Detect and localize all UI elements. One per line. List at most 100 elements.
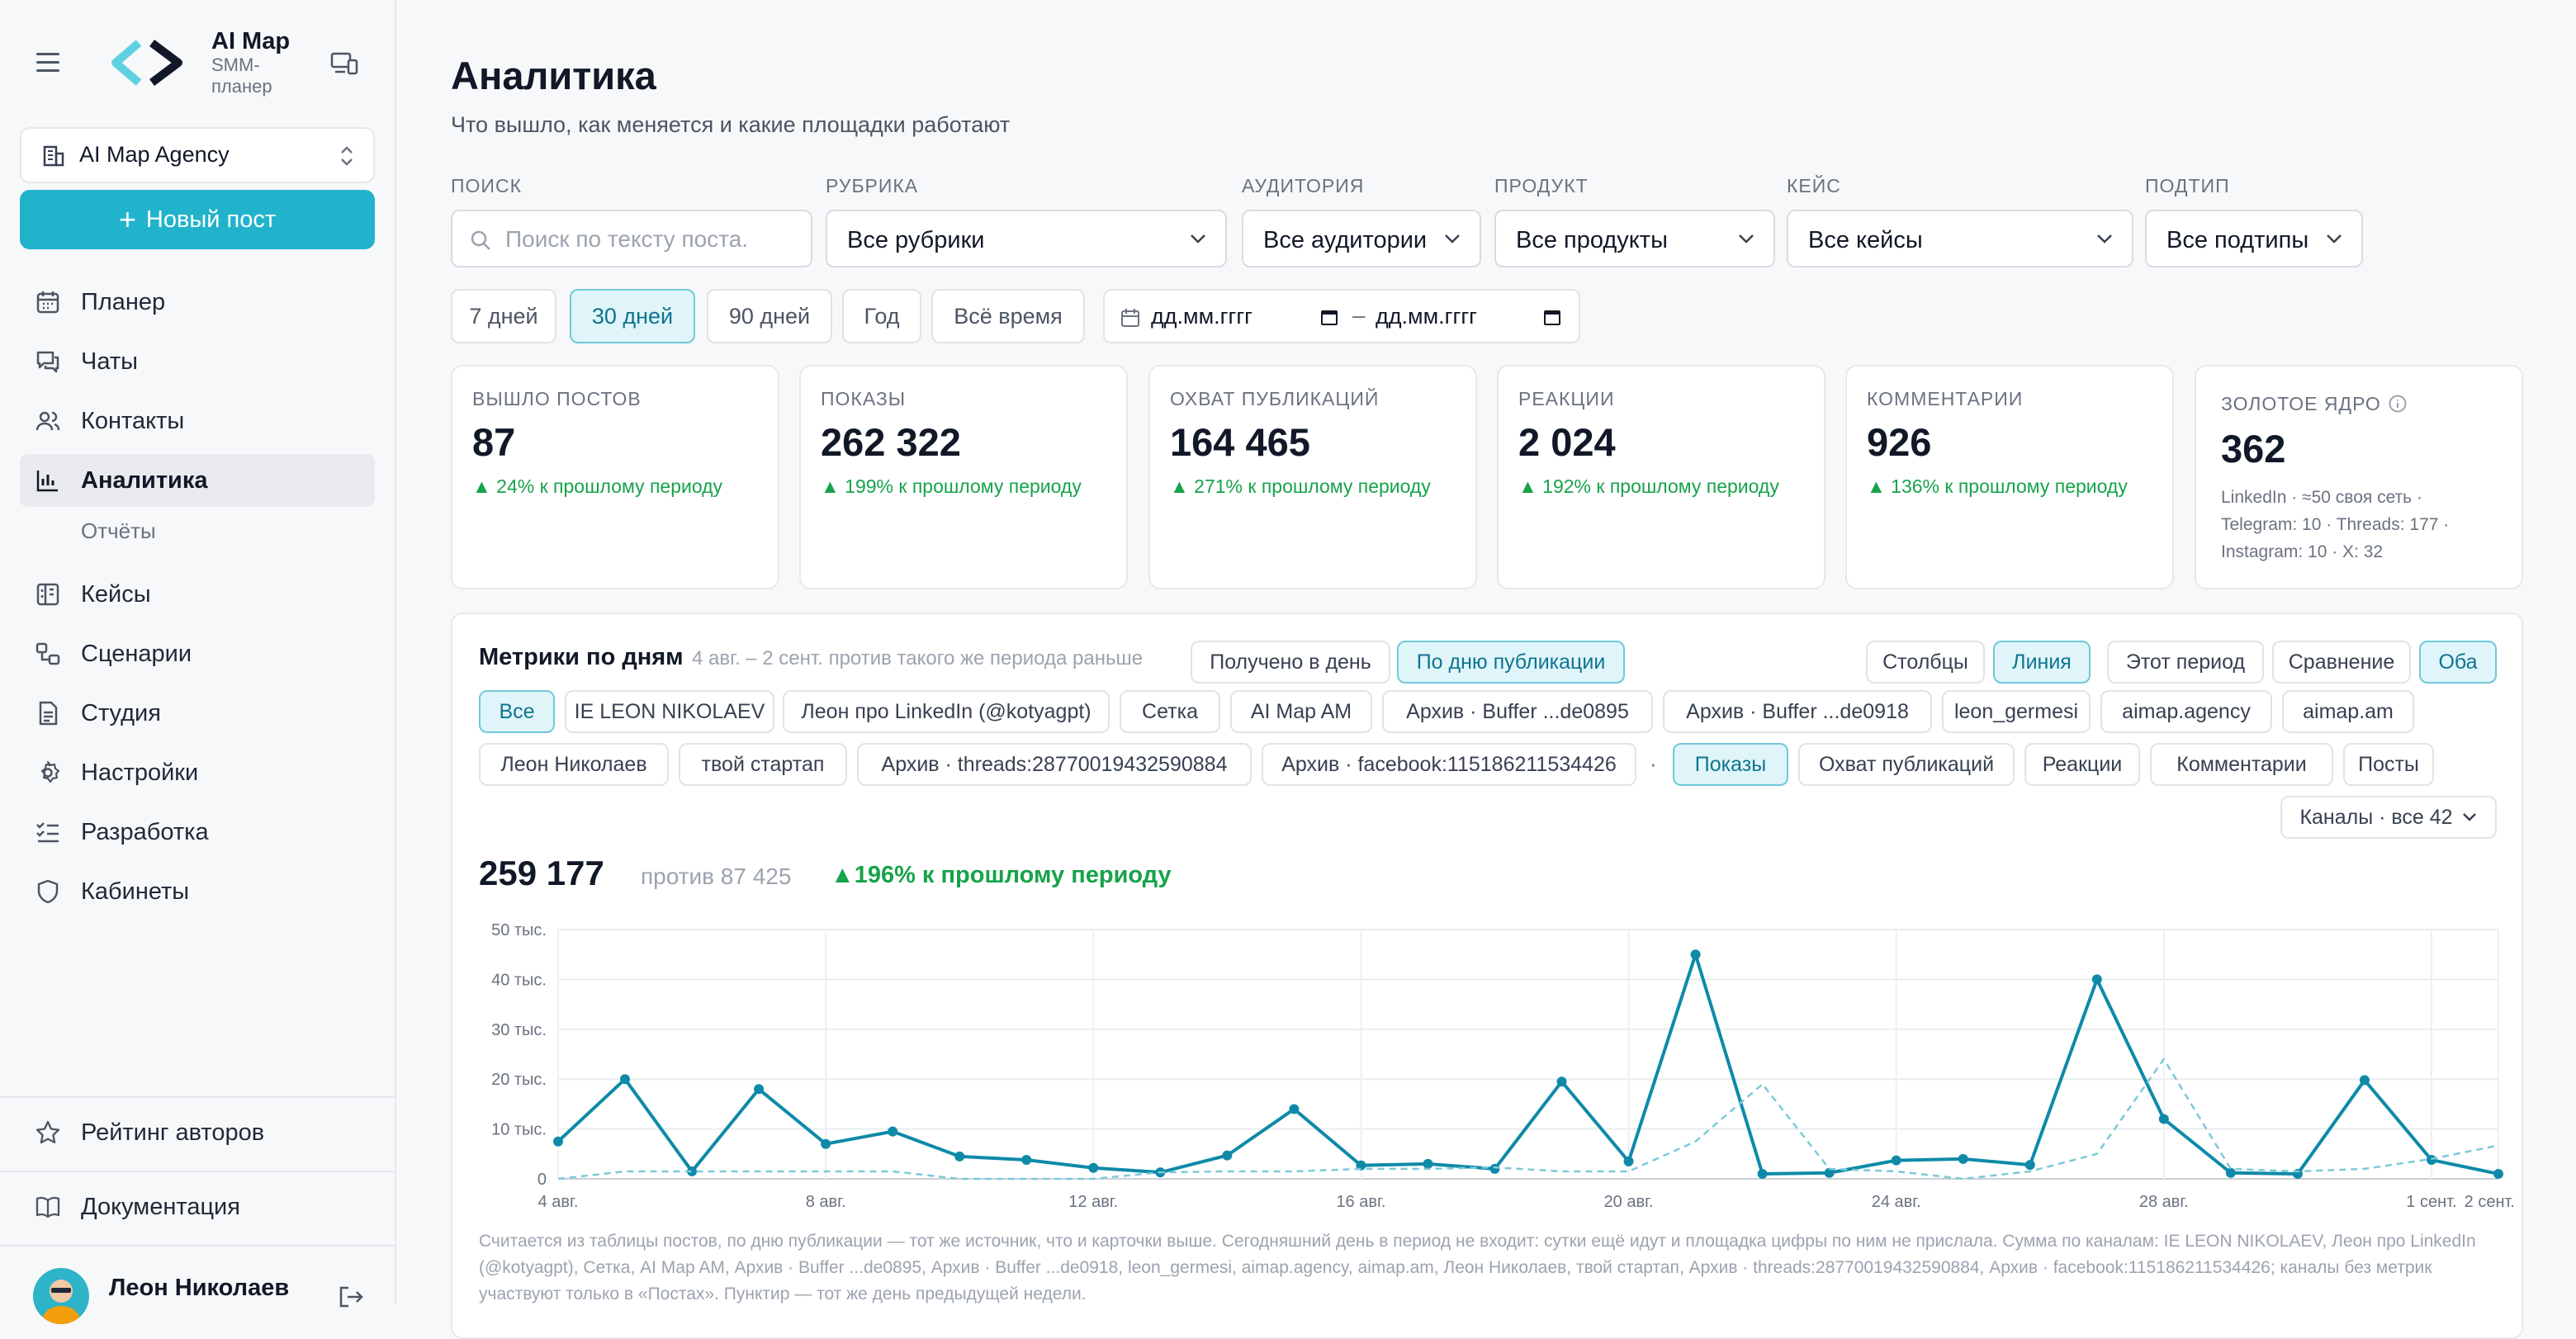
search-input[interactable] (504, 223, 751, 256)
devices-icon[interactable] (330, 51, 358, 76)
new-post-button[interactable]: + Новый пост (20, 190, 375, 249)
sidebar-item-label: Планер (81, 289, 166, 315)
data-point (1556, 1076, 1567, 1087)
golden-breakdown: LinkedIn · ≈50 своя сеть · Telegram: 10 … (2221, 484, 2502, 565)
sidebar-item-cabinets[interactable]: Кабинеты (20, 865, 375, 918)
sidebar-item-label: Рейтинг авторов (81, 1119, 265, 1146)
sidebar: AI Map SMM-планер AI Map Agency + Новый … (0, 0, 396, 1324)
search-field[interactable] (451, 210, 812, 267)
metric-tab-posts[interactable]: Посты (2343, 743, 2434, 786)
sidebar-item-analytics[interactable]: Аналитика (20, 454, 375, 507)
kpi-value: 362 (2221, 427, 2286, 471)
range-year[interactable]: Год (842, 289, 921, 343)
metric-tab-impressions[interactable]: Показы (1673, 743, 1788, 786)
data-point (1690, 949, 1701, 960)
data-point (754, 1084, 765, 1095)
case-value: Все кейсы (1808, 227, 1923, 253)
page-subtitle: Что вышло, как меняется и какие площадки… (451, 112, 1011, 137)
kpi-card-golden-core: ЗОЛОТОЕ ЯДРО 362 LinkedIn · ≈50 своя сет… (2195, 365, 2523, 589)
channel-chip[interactable]: leon_germesi (1942, 690, 2091, 733)
channel-chip[interactable]: IE LEON NIKOLAEV (565, 690, 774, 733)
brand-title: AI Map (211, 28, 291, 54)
avatar[interactable] (33, 1268, 89, 1324)
sidebar-item-contacts[interactable]: Контакты (20, 395, 375, 447)
shield-icon (37, 879, 59, 904)
golden-line: LinkedIn · ≈50 своя сеть · (2221, 488, 2422, 507)
date-to-input[interactable]: дд.мм.гггг (1376, 304, 1478, 329)
menu-icon[interactable] (33, 50, 63, 76)
tab-both[interactable]: Оба (2419, 641, 2497, 684)
channel-chip[interactable]: AI Map AM (1230, 690, 1372, 733)
chevron-updown-icon (341, 146, 353, 166)
date-from-input[interactable]: дд.мм.гггг (1151, 304, 1253, 329)
sidebar-item-studio[interactable]: Студия (20, 687, 375, 740)
channel-chip[interactable]: Архив · Buffer ...de0918 (1663, 690, 1932, 733)
subtype-select[interactable]: Все подтипы (2145, 210, 2363, 267)
calendar-icon[interactable] (1542, 307, 1562, 327)
channels-dropdown[interactable]: Каналы · все 42 (2280, 796, 2497, 839)
tab-by-publish-day[interactable]: По дню публикации (1397, 641, 1625, 684)
tab-compare[interactable]: Сравнение (2272, 641, 2411, 684)
kpi-delta: ▲ 136% к прошлому периоду (1867, 476, 2128, 497)
channel-chip[interactable]: Архив · Buffer ...de0895 (1382, 690, 1653, 733)
data-point (2225, 1167, 2236, 1178)
range-7-days[interactable]: 7 дней (451, 289, 556, 343)
metric-tab-comments[interactable]: Комментарии (2150, 743, 2333, 786)
sidebar-divider (0, 1171, 395, 1172)
kpi-value: 926 (1867, 420, 1932, 464)
sidebar-item-docs[interactable]: Документация (20, 1180, 375, 1233)
sidebar-item-scenarios[interactable]: Сценарии (20, 627, 375, 680)
chevron-down-icon (1445, 234, 1460, 244)
kpi-value: 2 024 (1518, 420, 1616, 464)
metric-tab-reactions[interactable]: Реакции (2024, 743, 2140, 786)
x-tick-label: 8 авг. (806, 1193, 846, 1211)
channel-chip[interactable]: твой стартап (679, 743, 847, 786)
kpi-label: КОММЕНТАРИИ (1867, 388, 2024, 409)
sidebar-item-label: Чаты (81, 348, 138, 375)
data-point (1356, 1160, 1366, 1171)
filter-label-case: КЕЙС (1787, 175, 1841, 196)
metric-tab-reach[interactable]: Охват публикаций (1798, 743, 2015, 786)
channel-chip[interactable]: Леон Николаев (479, 743, 669, 786)
sidebar-subitem-reports[interactable]: Отчёты (81, 518, 156, 543)
kpi-delta: ▲ 192% к прошлому периоду (1518, 476, 1779, 497)
sidebar-item-label: Кейсы (81, 581, 151, 608)
rubric-select[interactable]: Все рубрики (826, 210, 1227, 267)
range-30-days[interactable]: 30 дней (570, 289, 695, 343)
sidebar-item-planner[interactable]: Планер (20, 276, 375, 329)
tab-bars[interactable]: Столбцы (1866, 641, 1985, 684)
tab-this-period[interactable]: Этот период (2107, 641, 2264, 684)
tab-line[interactable]: Линия (1993, 641, 2091, 684)
info-icon[interactable] (2388, 394, 2408, 414)
channel-chip[interactable]: aimap.am (2282, 690, 2414, 733)
sidebar-item-label: Документация (81, 1194, 240, 1220)
y-tick-label: 40 тыс. (491, 971, 547, 989)
channel-chip[interactable]: Архив · facebook:115186211534426 (1262, 743, 1636, 786)
channel-chip[interactable]: aimap.agency (2100, 690, 2272, 733)
sidebar-item-author-rating[interactable]: Рейтинг авторов (20, 1106, 375, 1159)
kpi-label: ЗОЛОТОЕ ЯДРО (2221, 393, 2408, 415)
case-select[interactable]: Все кейсы (1787, 210, 2133, 267)
channel-chip[interactable]: Архив · threads:28770019432590884 (857, 743, 1252, 786)
sidebar-item-settings[interactable]: Настройки (20, 746, 375, 799)
calendar-icon[interactable] (1319, 307, 1339, 327)
sidebar-item-label: Кабинеты (81, 878, 190, 905)
channel-chip[interactable]: Леон про LinkedIn (@kotyagpt) (783, 690, 1110, 733)
channel-chip[interactable]: Сетка (1120, 690, 1220, 733)
golden-label: ЗОЛОТОЕ ЯДРО (2221, 393, 2381, 414)
channel-chip[interactable]: Все (479, 690, 555, 733)
workspace-selector[interactable]: AI Map Agency (20, 127, 375, 183)
calendar-icon (36, 291, 59, 314)
logout-icon[interactable] (337, 1285, 365, 1309)
range-all-time[interactable]: Всё время (931, 289, 1085, 343)
sidebar-item-development[interactable]: Разработка (20, 806, 375, 859)
tab-received-per-day[interactable]: Получено в день (1191, 641, 1390, 684)
kpi-card-comments: КОММЕНТАРИИ 926 ▲ 136% к прошлому период… (1845, 365, 2174, 589)
audience-select[interactable]: Все аудитории (1242, 210, 1481, 267)
sidebar-item-chats[interactable]: Чаты (20, 335, 375, 388)
sidebar-item-cases[interactable]: Кейсы (20, 568, 375, 621)
range-90-days[interactable]: 90 дней (707, 289, 832, 343)
kpi-card-reactions: РЕАКЦИИ 2 024 ▲ 192% к прошлому периоду (1497, 365, 1825, 589)
x-tick-label: 20 авг. (1604, 1193, 1654, 1211)
product-select[interactable]: Все продукты (1494, 210, 1775, 267)
